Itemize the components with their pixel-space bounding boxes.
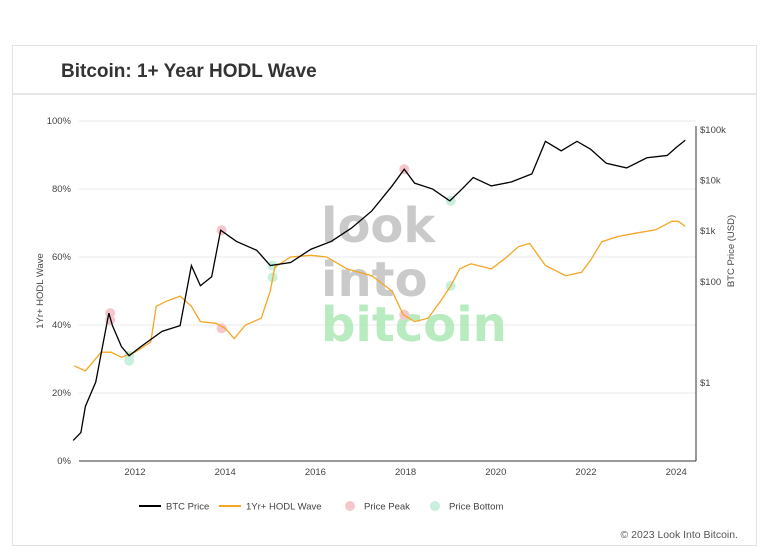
x-tick-label: 2020 xyxy=(485,467,506,478)
card-header: Bitcoin: 1+ Year HODL Wave xyxy=(13,46,756,95)
legend-hodl-wave: 1Yr+ HODL Wave xyxy=(246,502,322,513)
copyright: © 2023 Look Into Bitcoin. xyxy=(620,529,738,541)
x-tick-label: 2014 xyxy=(215,467,236,478)
x-tick-label: 2016 xyxy=(305,467,326,478)
price-peak-marker xyxy=(216,323,227,334)
y-tick-label: 100% xyxy=(47,116,72,127)
btc-price-line xyxy=(72,139,686,441)
y-axis-title: 1Yr+ HODL Wave xyxy=(35,253,46,329)
y-tick-label: 20% xyxy=(52,388,72,399)
page-title: Bitcoin: 1+ Year HODL Wave xyxy=(61,61,317,82)
x-tick-label: 2012 xyxy=(124,467,145,478)
x-tick-label: 2024 xyxy=(666,467,687,478)
y-tick-label: 60% xyxy=(52,252,72,263)
y2-tick-label: $1k xyxy=(700,226,716,237)
watermark-look: look xyxy=(321,198,436,254)
legend-bottom-swatch xyxy=(430,501,440,511)
price-bottom-marker xyxy=(124,355,135,366)
watermark-bitcoin: bitcoin xyxy=(321,297,507,353)
legend-btc-price: BTC Price xyxy=(166,502,209,513)
y2-tick-label: $100k xyxy=(700,125,726,136)
watermark-into: into xyxy=(321,252,428,308)
y-tick-label: 40% xyxy=(52,320,72,331)
y-tick-label: 80% xyxy=(52,184,72,195)
legend-peak-swatch xyxy=(345,501,355,511)
y2-tick-label: $10k xyxy=(700,176,721,187)
chart: 0% 20% 40% 60% 80% 100% $1 $100 $1k $10k $100k 2012… xyxy=(35,116,737,513)
x-tick-label: 2018 xyxy=(395,467,416,478)
y2-axis-title: BTC Price (USD) xyxy=(726,215,737,287)
y-tick-label: 0% xyxy=(57,456,71,467)
hodl-wave-line xyxy=(73,220,686,372)
legend-price-peak: Price Peak xyxy=(364,502,410,513)
legend-price-bottom: Price Bottom xyxy=(449,502,503,513)
y2-tick-label: $1 xyxy=(700,378,711,389)
x-tick-label: 2022 xyxy=(575,467,596,478)
y2-tick-label: $100 xyxy=(700,277,721,288)
chart-card: Bitcoin: 1+ Year HODL Wave 0% 20% 40% 60% 80… xyxy=(12,45,757,546)
